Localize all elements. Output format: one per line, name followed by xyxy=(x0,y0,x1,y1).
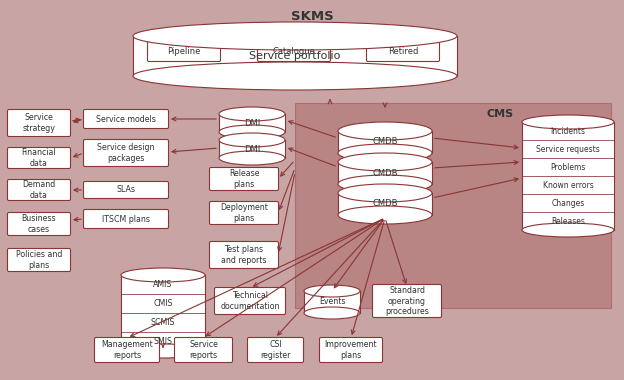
FancyBboxPatch shape xyxy=(7,109,71,136)
FancyBboxPatch shape xyxy=(147,41,220,62)
Text: AMIS: AMIS xyxy=(154,280,173,289)
Ellipse shape xyxy=(522,223,614,237)
Polygon shape xyxy=(133,36,457,76)
Ellipse shape xyxy=(121,344,205,358)
Ellipse shape xyxy=(338,153,432,171)
Text: Incidents: Incidents xyxy=(550,127,585,136)
Text: Standard
operating
procedures: Standard operating procedures xyxy=(385,286,429,316)
Text: CSI
register: CSI register xyxy=(260,340,291,360)
FancyBboxPatch shape xyxy=(215,288,286,315)
Text: CMDB: CMDB xyxy=(373,138,397,147)
Text: Catalogue: Catalogue xyxy=(273,46,316,55)
Text: Service portfolio: Service portfolio xyxy=(250,51,341,61)
Polygon shape xyxy=(338,131,432,153)
FancyBboxPatch shape xyxy=(84,109,168,128)
Text: Test plans
and reports: Test plans and reports xyxy=(222,245,266,265)
FancyBboxPatch shape xyxy=(210,201,278,225)
FancyBboxPatch shape xyxy=(248,337,303,363)
Text: CMS: CMS xyxy=(487,109,514,119)
Text: Deployment
plans: Deployment plans xyxy=(220,203,268,223)
Text: CMIS: CMIS xyxy=(154,299,173,308)
Text: Financial
data: Financial data xyxy=(22,148,56,168)
Ellipse shape xyxy=(338,175,432,193)
FancyBboxPatch shape xyxy=(319,337,383,363)
Text: Service
reports: Service reports xyxy=(189,340,218,360)
Text: Service models: Service models xyxy=(96,114,156,124)
Ellipse shape xyxy=(304,307,360,319)
Polygon shape xyxy=(338,162,432,184)
Text: Business
cases: Business cases xyxy=(22,214,56,234)
Polygon shape xyxy=(219,114,285,132)
FancyBboxPatch shape xyxy=(373,285,442,318)
Text: Known errors: Known errors xyxy=(543,180,593,190)
Ellipse shape xyxy=(338,206,432,224)
Text: Events: Events xyxy=(319,298,345,307)
FancyBboxPatch shape xyxy=(210,242,278,269)
Text: SCMIS: SCMIS xyxy=(151,318,175,327)
Ellipse shape xyxy=(522,115,614,129)
Polygon shape xyxy=(219,140,285,158)
Text: SLAs: SLAs xyxy=(117,185,135,195)
Text: Problems: Problems xyxy=(550,163,586,171)
Ellipse shape xyxy=(219,133,285,147)
FancyBboxPatch shape xyxy=(84,139,168,166)
Ellipse shape xyxy=(133,22,457,50)
Polygon shape xyxy=(121,275,205,351)
Text: SMIS: SMIS xyxy=(154,337,172,346)
FancyBboxPatch shape xyxy=(210,168,278,190)
Text: SKMS: SKMS xyxy=(291,10,333,23)
Text: ITSCM plans: ITSCM plans xyxy=(102,214,150,223)
Ellipse shape xyxy=(219,151,285,165)
Polygon shape xyxy=(522,122,614,230)
FancyBboxPatch shape xyxy=(94,337,160,363)
Ellipse shape xyxy=(121,268,205,282)
Text: Pipeline: Pipeline xyxy=(167,46,201,55)
FancyBboxPatch shape xyxy=(84,182,168,198)
Text: Management
reports: Management reports xyxy=(101,340,153,360)
Text: Service design
packages: Service design packages xyxy=(97,143,155,163)
Text: Release
plans: Release plans xyxy=(229,169,259,189)
Text: DMI: DMI xyxy=(244,119,260,128)
Ellipse shape xyxy=(219,107,285,121)
Text: DMI: DMI xyxy=(244,144,260,154)
Text: Service requests: Service requests xyxy=(536,144,600,154)
FancyBboxPatch shape xyxy=(7,212,71,236)
FancyBboxPatch shape xyxy=(366,41,439,62)
Polygon shape xyxy=(338,193,432,215)
Text: Changes: Changes xyxy=(552,198,585,207)
Ellipse shape xyxy=(304,285,360,297)
Text: Improvement
plans: Improvement plans xyxy=(324,340,378,360)
Polygon shape xyxy=(304,291,360,313)
Ellipse shape xyxy=(338,122,432,140)
Text: Service
strategy: Service strategy xyxy=(22,113,56,133)
Text: Retired: Retired xyxy=(388,46,418,55)
FancyBboxPatch shape xyxy=(84,209,168,228)
Text: Releases: Releases xyxy=(551,217,585,225)
Text: Technical
documentation: Technical documentation xyxy=(220,291,280,311)
Ellipse shape xyxy=(338,144,432,162)
FancyBboxPatch shape xyxy=(7,147,71,168)
Text: Policies and
plans: Policies and plans xyxy=(16,250,62,270)
Text: CMDB: CMDB xyxy=(373,200,397,209)
Text: Demand
data: Demand data xyxy=(22,180,56,200)
Ellipse shape xyxy=(219,125,285,139)
FancyBboxPatch shape xyxy=(295,103,611,308)
FancyBboxPatch shape xyxy=(258,41,331,62)
Ellipse shape xyxy=(133,62,457,90)
Ellipse shape xyxy=(338,184,432,202)
FancyBboxPatch shape xyxy=(7,249,71,271)
FancyBboxPatch shape xyxy=(7,179,71,201)
Text: CMDB: CMDB xyxy=(373,168,397,177)
FancyBboxPatch shape xyxy=(175,337,233,363)
